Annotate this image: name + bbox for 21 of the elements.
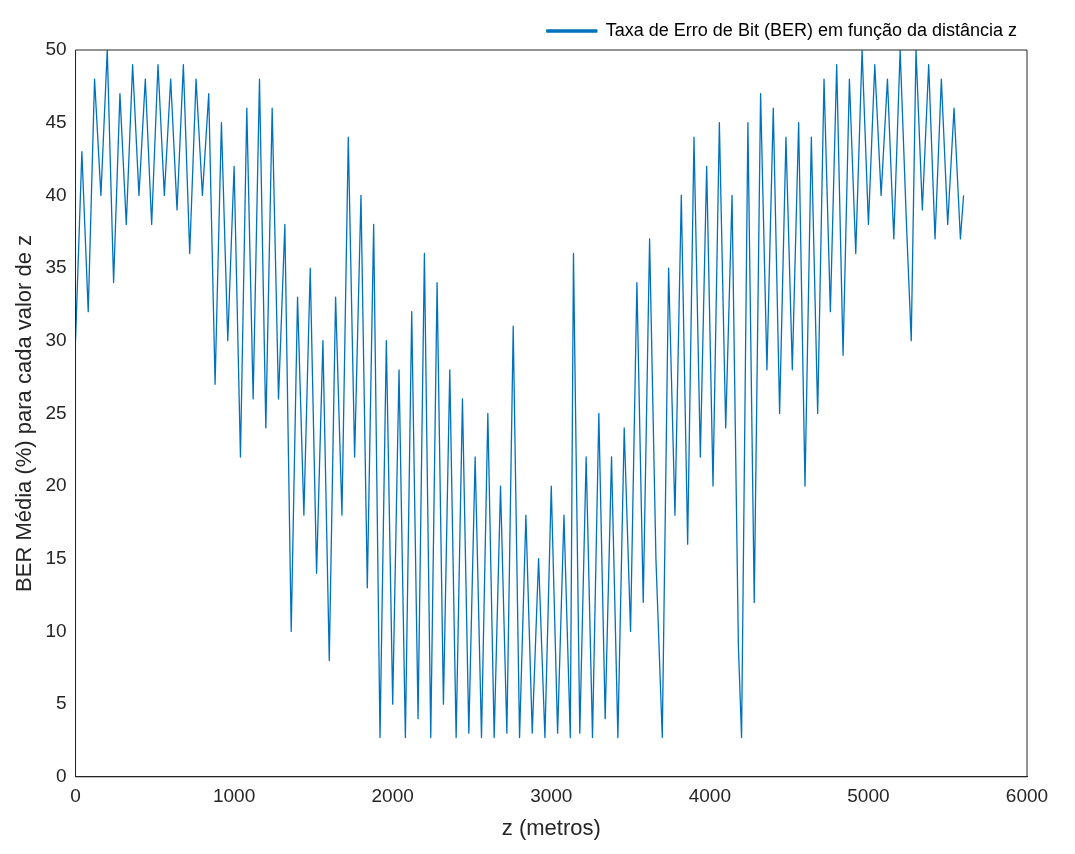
x-tick-label: 5000 [847, 785, 890, 807]
x-axis-title: z (metros) [501, 814, 601, 840]
y-tick-label: 0 [55, 765, 67, 787]
x-tick-label: 4000 [688, 785, 731, 807]
y-tick-label: 35 [45, 256, 67, 278]
legend-label: Taxa de Erro de Bit (BER) em função da distância z [605, 19, 1018, 40]
y-tick-label: 20 [45, 474, 67, 496]
x-tick-label: 1000 [212, 785, 256, 807]
y-tick-label: 10 [45, 619, 67, 641]
x-tick-label: 0 [70, 785, 81, 807]
y-tick-label: 25 [45, 401, 67, 423]
x-tick-label: 3000 [530, 785, 573, 807]
y-axis-title: BER Média (%) para cada valor de z [11, 234, 37, 592]
y-tick-label: 40 [45, 183, 67, 205]
x-tick-label: 2000 [371, 785, 414, 807]
y-tick-label: 30 [45, 328, 67, 350]
y-tick-label: 15 [45, 546, 67, 568]
x-tick-label: 6000 [1005, 785, 1049, 807]
y-tick-label: 45 [45, 110, 67, 132]
y-tick-label: 5 [55, 692, 67, 714]
y-tick-label: 50 [45, 38, 67, 60]
